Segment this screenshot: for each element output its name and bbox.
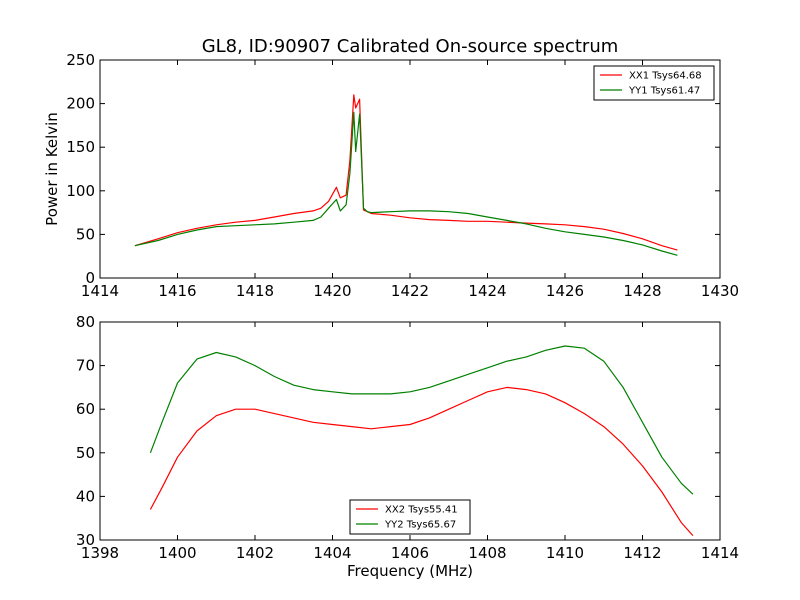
top-y-tick-label: 100 [66, 182, 95, 200]
bottom-legend-label-2: YY2 Tsys65.67 [384, 520, 456, 531]
bottom-x-axis-label: Frequency (MHz) [347, 562, 473, 580]
top-series-line-2 [134, 111, 678, 256]
top-x-tick-label: 1416 [158, 282, 196, 300]
top-legend-label-2: YY1 Tsys61.47 [628, 86, 700, 97]
bottom-x-tick-label: 1404 [313, 544, 351, 562]
bottom-x-tick-label: 1414 [701, 544, 739, 562]
top-y-tick-label: 50 [76, 225, 95, 243]
top-y-axis-label: Power in Kelvin [43, 112, 61, 226]
top-x-tick-label: 1420 [313, 282, 351, 300]
top-x-tick-label: 1430 [701, 282, 739, 300]
bottom-series-line-1 [149, 386, 694, 536]
top-x-tick-label: 1428 [623, 282, 661, 300]
top-panel: 1414 1416 1418 1420 1422 1424 1426 1428 1430 0 50 1… [43, 51, 739, 300]
top-y-tick-label: 150 [66, 138, 95, 156]
bottom-panel: 1398 1400 1402 1404 1406 1408 1410 1412 1414 30 40… [76, 313, 739, 580]
top-x-tick-label: 1424 [468, 282, 506, 300]
bottom-y-tick-label: 40 [76, 487, 95, 505]
bottom-x-tick-label: 1398 [81, 544, 119, 562]
top-x-tick-label: 1422 [391, 282, 429, 300]
bottom-y-tick-label: 30 [76, 531, 95, 549]
bottom-x-tick-label: 1400 [158, 544, 196, 562]
bottom-series-line-2 [149, 345, 694, 495]
top-y-tick-label: 250 [66, 51, 95, 69]
top-legend: XX1 Tsys64.68 YY1 Tsys61.47 [593, 65, 715, 101]
chart-title: GL8, ID:90907 Calibrated On-source spect… [202, 36, 619, 57]
bottom-y-tick-label: 70 [76, 357, 95, 375]
bottom-x-tick-label: 1406 [391, 544, 429, 562]
bottom-y-tick-label: 80 [76, 313, 95, 331]
bottom-x-tick-label: 1408 [468, 544, 506, 562]
top-y-tick-label: 0 [85, 269, 95, 287]
bottom-y-tick-label: 60 [76, 400, 95, 418]
top-legend-label-1: XX1 Tsys64.68 [629, 71, 702, 82]
bottom-x-tick-label: 1412 [623, 544, 661, 562]
bottom-legend-label-1: XX2 Tsys55.41 [385, 505, 458, 516]
bottom-x-tick-label: 1402 [236, 544, 274, 562]
top-x-tick-label: 1418 [236, 282, 274, 300]
bottom-legend-box [349, 499, 471, 535]
top-x-tick-label: 1414 [81, 282, 119, 300]
bottom-y-tick-label: 50 [76, 444, 95, 462]
top-x-tick-label: 1426 [546, 282, 584, 300]
bottom-x-tick-label: 1410 [546, 544, 584, 562]
top-legend-box [593, 65, 715, 101]
top-y-tick-label: 200 [66, 95, 95, 113]
bottom-legend: XX2 Tsys55.41 YY2 Tsys65.67 [349, 499, 471, 535]
